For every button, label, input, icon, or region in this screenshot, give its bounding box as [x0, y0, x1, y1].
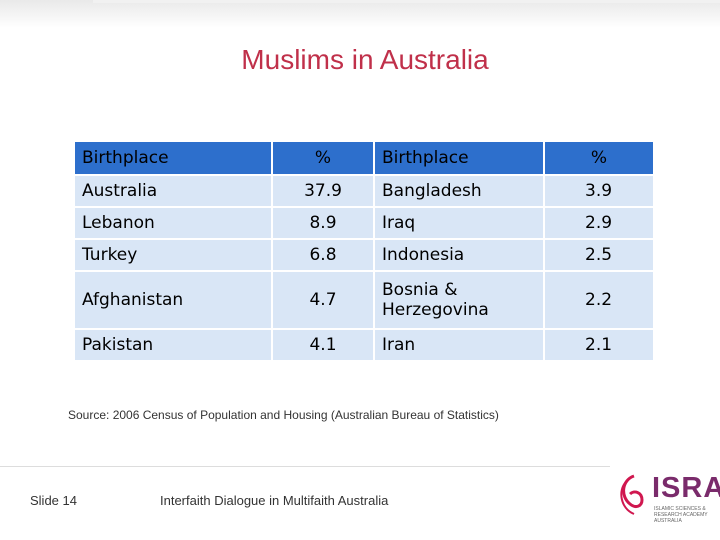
- birthplace-cell: Bangladesh: [373, 174, 545, 208]
- table-row: Pakistan 4.1 Iran 2.1: [73, 328, 655, 362]
- birthplace-table-container: Birthplace % Birthplace % Australia 37.9…: [73, 140, 655, 362]
- isra-logo: ISRA ISLAMIC SCIENCES & RESEARCH ACADEMY…: [612, 470, 720, 534]
- header-birthplace-1: Birthplace: [73, 140, 273, 176]
- isra-emblem-icon: [620, 474, 644, 515]
- birthplace-table: Birthplace % Birthplace % Australia 37.9…: [73, 140, 655, 362]
- table-row: Afghanistan 4.7 Bosnia & Herzegovina 2.2: [73, 270, 655, 330]
- percent-cell: 4.1: [271, 328, 375, 362]
- percent-cell: 8.9: [271, 206, 375, 240]
- percent-cell: 2.5: [543, 238, 655, 272]
- source-note: Source: 2006 Census of Population and Ho…: [68, 408, 499, 422]
- birthplace-cell: Indonesia: [373, 238, 545, 272]
- birthplace-cell: Turkey: [73, 238, 273, 272]
- header-percent-1: %: [271, 140, 375, 176]
- header-percent-2: %: [543, 140, 655, 176]
- slide-footer: Slide 14 Interfaith Dialogue in Multifai…: [0, 472, 720, 540]
- footer-divider: [0, 466, 610, 467]
- top-decor-strip: [93, 0, 720, 3]
- footer-title: Interfaith Dialogue in Multifaith Austra…: [160, 493, 389, 508]
- table-header-row: Birthplace % Birthplace %: [73, 140, 655, 176]
- table-row: Australia 37.9 Bangladesh 3.9: [73, 174, 655, 208]
- birthplace-cell: Australia: [73, 174, 273, 208]
- logo-subtitle: ISLAMIC SCIENCES & RESEARCH ACADEMY AUST…: [654, 506, 708, 524]
- slide-title: Muslims in Australia: [241, 44, 489, 75]
- percent-cell: 2.1: [543, 328, 655, 362]
- birthplace-cell: Bosnia & Herzegovina: [373, 270, 545, 330]
- percent-cell: 4.7: [271, 270, 375, 330]
- birthplace-cell: Pakistan: [73, 328, 273, 362]
- slide-number: Slide 14: [30, 493, 77, 508]
- birthplace-cell: Iraq: [373, 206, 545, 240]
- percent-cell: 2.2: [543, 270, 655, 330]
- top-decor-band: [0, 0, 720, 28]
- header-birthplace-2: Birthplace: [373, 140, 545, 176]
- table-row: Lebanon 8.9 Iraq 2.9: [73, 206, 655, 240]
- logo-wordmark: ISRA: [652, 472, 720, 504]
- percent-cell: 6.8: [271, 238, 375, 272]
- birthplace-cell: Iran: [373, 328, 545, 362]
- birthplace-cell: Afghanistan: [73, 270, 273, 330]
- percent-cell: 3.9: [543, 174, 655, 208]
- birthplace-cell: Lebanon: [73, 206, 273, 240]
- percent-cell: 2.9: [543, 206, 655, 240]
- table-row: Turkey 6.8 Indonesia 2.5: [73, 238, 655, 272]
- percent-cell: 37.9: [271, 174, 375, 208]
